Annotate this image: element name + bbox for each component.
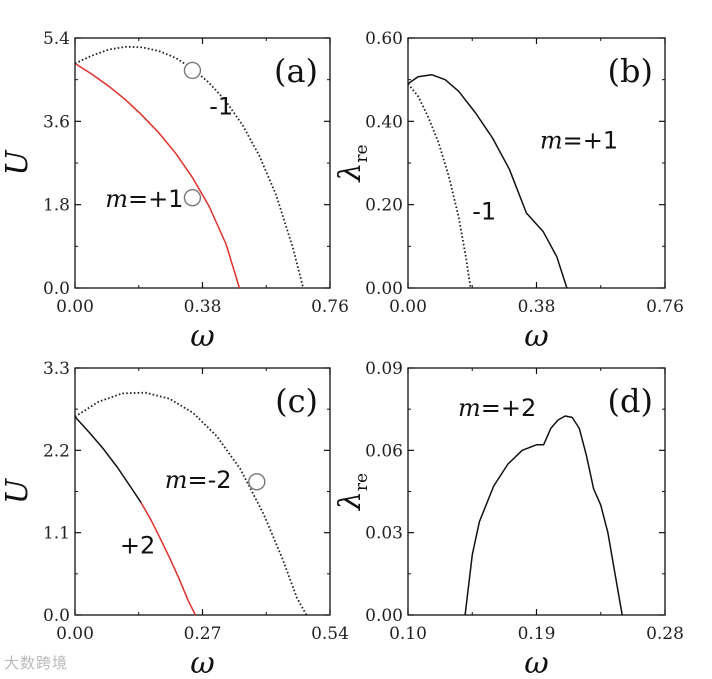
- y-tick-label: 0.20: [365, 196, 403, 216]
- series-line: [407, 73, 568, 289]
- y-axis-label-group: U: [0, 149, 35, 176]
- panel-label: (c): [275, 382, 318, 420]
- x-tick-label: 0.19: [518, 624, 556, 644]
- y-tick-label: 3.6: [43, 112, 70, 132]
- y-tick-label: 0.03: [365, 524, 403, 544]
- y-axis-label-subscript: re: [352, 473, 372, 491]
- x-tick-label: 0.38: [518, 297, 556, 317]
- series-line: [74, 62, 241, 289]
- y-axis-label: U: [0, 477, 35, 504]
- y-tick-label: 5.4: [43, 29, 70, 49]
- y-tick-label: 0.0: [43, 606, 70, 626]
- y-tick-label: 1.1: [43, 524, 70, 544]
- x-tick-label: 0.28: [646, 624, 684, 644]
- annotation-value: =+1: [128, 185, 183, 213]
- panel-label: (d): [608, 382, 653, 420]
- y-tick-label: 0.09: [365, 359, 403, 379]
- panel-d: 0.10 0.19 0.28 0.00 0.03 0.06 0.09 ω λre (d) m=+2: [333, 359, 684, 679]
- y-tick-label: 0.00: [365, 279, 403, 299]
- panel-a: 0.00 0.38 0.76 0.0 1.8 3.6 5.4 ω U (a) -1 m=+1: [0, 29, 349, 354]
- open-circle-marker: [183, 61, 202, 80]
- panel-b: 0.00 0.38 0.76 0.00 0.20 0.40 0.60 ω λre (b) m=+1 -…: [333, 29, 684, 354]
- y-tick-label: 0.06: [365, 441, 403, 461]
- panel-label: (b): [608, 52, 653, 90]
- x-tick-label: 0.27: [184, 624, 222, 644]
- annotation-m: m: [105, 185, 128, 213]
- annotation-m: m: [165, 466, 188, 494]
- open-circle-marker: [183, 189, 202, 207]
- y-tick-label: 0.0: [43, 279, 70, 299]
- y-axis-label: λre: [333, 473, 372, 511]
- x-tick-label: 0.10: [389, 624, 427, 644]
- series-line: [140, 502, 197, 616]
- y-tick-label: 0.00: [365, 606, 403, 626]
- y-axis-label-group: λre: [333, 473, 372, 511]
- x-axis-label: ω: [524, 646, 548, 679]
- series-line: [74, 391, 308, 616]
- annotation-label: +2: [120, 532, 155, 560]
- annotation-label: m=+1: [105, 185, 183, 213]
- x-axis-label: ω: [524, 319, 548, 354]
- x-tick-label: 0.00: [56, 297, 94, 317]
- x-axis-label: ω: [190, 646, 214, 679]
- annotation-m: m: [458, 394, 481, 422]
- x-tick-label: 0.38: [184, 297, 222, 317]
- annotation-value: =+1: [563, 126, 619, 154]
- y-axis-label: λre: [333, 144, 372, 182]
- annotation-value: =+2: [481, 394, 537, 422]
- x-tick-label: 0.76: [311, 297, 349, 317]
- annotation-value: =-2: [187, 466, 231, 494]
- annotation-label: m=+2: [458, 394, 536, 422]
- y-axis-label: U: [0, 149, 35, 176]
- annotation-label: m=-2: [165, 466, 232, 494]
- x-axis-label: ω: [190, 319, 214, 354]
- series-line: [464, 415, 623, 616]
- series-line: [74, 416, 142, 504]
- annotation-label: -1: [209, 92, 233, 120]
- x-tick-label: 0.00: [389, 297, 427, 317]
- y-tick-label: 0.60: [365, 29, 403, 49]
- open-circle-marker: [248, 473, 266, 491]
- y-axis-label-subscript: re: [352, 144, 372, 162]
- watermark: 大数跨境: [4, 654, 69, 672]
- y-tick-label: 3.3: [43, 359, 70, 379]
- y-axis-label-group: U: [0, 477, 35, 504]
- series-line: [74, 45, 305, 289]
- annotation-label: m=+1: [540, 126, 618, 154]
- annotation-m: m: [540, 126, 563, 154]
- y-axis-label-group: λre: [333, 144, 372, 182]
- panel-c: 0.00 0.27 0.54 0.0 1.1 2.2 3.3 ω U (c) m=-2 +2: [0, 359, 349, 679]
- x-tick-label: 0.76: [646, 297, 684, 317]
- series-line: [407, 83, 472, 289]
- y-tick-label: 2.2: [43, 441, 70, 461]
- y-tick-label: 1.8: [43, 196, 70, 216]
- y-tick-label: 0.40: [365, 112, 403, 132]
- x-tick-label: 0.00: [56, 624, 94, 644]
- panel-label: (a): [274, 52, 318, 90]
- x-tick-label: 0.54: [311, 624, 349, 644]
- annotation-label: -1: [472, 197, 496, 225]
